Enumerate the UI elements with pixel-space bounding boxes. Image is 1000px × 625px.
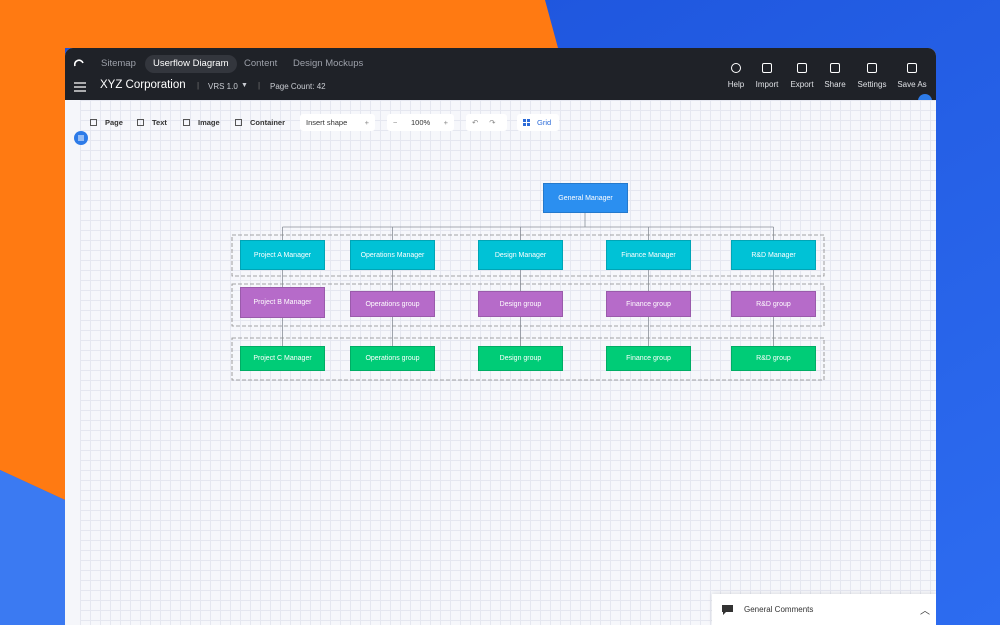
diagram-node[interactable]: Project B Manager	[240, 287, 325, 318]
project-name: XYZ Corporation	[100, 79, 186, 91]
zoom-level: 100%	[411, 118, 431, 127]
action-icon[interactable]	[762, 63, 772, 73]
diagram-node[interactable]: R&D group	[731, 291, 816, 317]
tool-icon[interactable]	[90, 119, 97, 126]
diagram-node[interactable]: Project C Manager	[240, 346, 325, 371]
diagram-node[interactable]: General Manager	[543, 183, 628, 213]
action-label[interactable]: Export	[790, 80, 814, 89]
connectors	[231, 213, 825, 381]
diagram-node[interactable]: Operations group	[350, 291, 435, 317]
nav-tab[interactable]: Design Mockups	[293, 58, 364, 69]
action-icon[interactable]	[867, 63, 877, 73]
version[interactable]: VRS 1.0	[208, 82, 238, 91]
tool-icon[interactable]	[137, 119, 144, 126]
action-label[interactable]: Save As	[897, 80, 927, 89]
group-box	[231, 234, 825, 277]
nav-tab[interactable]: Sitemap	[101, 58, 136, 69]
action-icon[interactable]	[830, 63, 840, 73]
action-label[interactable]: Help	[727, 80, 745, 89]
diagram-node[interactable]: Finance group	[606, 346, 691, 371]
action-label[interactable]: Import	[755, 80, 779, 89]
top-bar: XYZ Corporation | VRS 1.0 ▼ | Page Count…	[65, 48, 936, 100]
nav-tab[interactable]: Content	[244, 58, 278, 69]
comments-title: General Comments	[744, 605, 814, 614]
tool-label[interactable]: Page	[105, 118, 123, 127]
tool-label[interactable]: Container	[250, 118, 286, 127]
diagram-node[interactable]: Finance Manager	[606, 240, 691, 270]
zoom-control[interactable]: −100% +	[387, 114, 454, 131]
action-icon[interactable]	[731, 63, 741, 73]
layers-button[interactable]	[74, 131, 88, 145]
action-label[interactable]: Share	[824, 80, 846, 89]
diagram-node[interactable]: Design group	[478, 291, 563, 317]
group-box	[231, 337, 825, 381]
menu-icon[interactable]	[74, 82, 86, 92]
action-icon[interactable]	[907, 63, 917, 73]
comments-panel[interactable]: General Comments ︿	[712, 594, 936, 625]
insert-label: Insert shape	[306, 118, 348, 127]
action-label[interactable]: Settings	[857, 80, 887, 89]
nav-tab[interactable]: Userflow Diagram	[145, 55, 237, 73]
group-box	[231, 283, 825, 327]
page-count: Page Count: 42	[270, 82, 326, 91]
diagram-node[interactable]: R&D Manager	[731, 240, 816, 270]
tool-label[interactable]: Text	[152, 118, 167, 127]
diagram-node[interactable]: Design group	[478, 346, 563, 371]
diagram-node[interactable]: R&D group	[731, 346, 816, 371]
grid-toggle[interactable]: Grid	[517, 114, 559, 131]
diagram-node[interactable]: Design Manager	[478, 240, 563, 270]
diagram-node[interactable]: Operations Manager	[350, 240, 435, 270]
grid-label: Grid	[537, 118, 552, 127]
toolbar-items: Page Text Image Container	[85, 114, 285, 131]
diagram-node[interactable]: Operations group	[350, 346, 435, 371]
tool-icon[interactable]	[235, 119, 242, 126]
insert-shape[interactable]: Insert shape +	[300, 114, 375, 131]
undo-redo[interactable]: ↶ ↷	[466, 114, 507, 131]
diagram-node[interactable]: Project A Manager	[240, 240, 325, 270]
tool-label[interactable]: Image	[198, 118, 220, 127]
tool-icon[interactable]	[183, 119, 190, 126]
logo	[74, 59, 84, 67]
app-window: XYZ Corporation | VRS 1.0 ▼ | Page Count…	[65, 48, 936, 625]
action-icon[interactable]	[797, 63, 807, 73]
diagram-node[interactable]: Finance group	[606, 291, 691, 317]
